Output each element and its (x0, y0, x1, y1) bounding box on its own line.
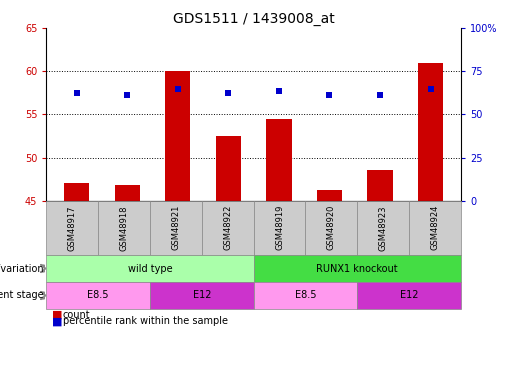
Text: GSM48922: GSM48922 (223, 205, 232, 251)
Text: GSM48921: GSM48921 (171, 205, 180, 251)
Title: GDS1511 / 1439008_at: GDS1511 / 1439008_at (173, 12, 335, 26)
Bar (165, 71, 191, 201)
Bar (367, 170, 392, 201)
Text: genotype/variation: genotype/variation (0, 264, 44, 273)
Point (325, 92, 334, 98)
Point (123, 92, 131, 98)
Text: count: count (63, 310, 91, 320)
Text: GSM48917: GSM48917 (68, 205, 77, 251)
Point (174, 86, 182, 92)
Bar (317, 190, 342, 201)
Point (426, 86, 435, 92)
Text: GSM48924: GSM48924 (431, 205, 439, 251)
Text: ■: ■ (52, 310, 62, 320)
Text: GSM48919: GSM48919 (275, 205, 284, 251)
Point (275, 88, 283, 94)
Point (224, 90, 232, 96)
Point (376, 92, 384, 98)
Bar (216, 136, 241, 201)
Text: ■: ■ (52, 316, 62, 326)
Bar (418, 63, 443, 201)
Text: E12: E12 (400, 291, 418, 300)
Text: RUNX1 knockout: RUNX1 knockout (317, 264, 398, 273)
Bar (115, 185, 140, 201)
Text: E12: E12 (193, 291, 211, 300)
Point (73, 90, 81, 96)
Bar (266, 118, 291, 201)
Text: development stage: development stage (0, 291, 44, 300)
Text: GSM48918: GSM48918 (119, 205, 129, 251)
Text: percentile rank within the sample: percentile rank within the sample (63, 316, 228, 326)
Text: wild type: wild type (128, 264, 173, 273)
Bar (64, 183, 89, 201)
Text: E8.5: E8.5 (295, 291, 316, 300)
Text: GSM48920: GSM48920 (327, 205, 336, 251)
Text: GSM48923: GSM48923 (379, 205, 388, 251)
Text: E8.5: E8.5 (88, 291, 109, 300)
